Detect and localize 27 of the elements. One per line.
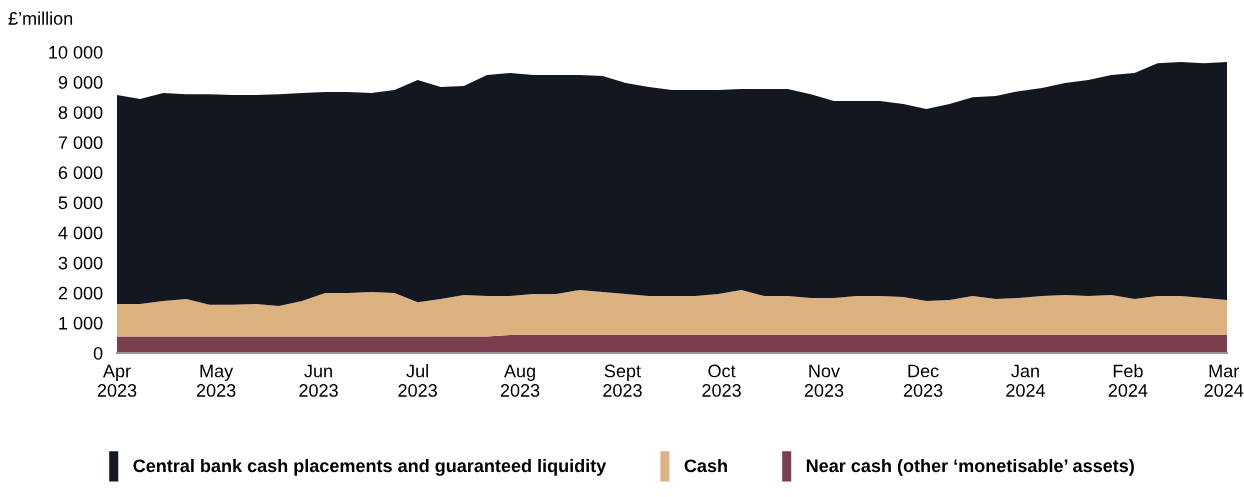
x-tick-label: Jan 2024 xyxy=(1006,364,1046,397)
x-tick-label: Nov 2023 xyxy=(804,364,844,397)
x-tick-label: Oct 2023 xyxy=(702,364,741,397)
y-tick-label: 6 000 xyxy=(58,166,103,180)
y-tick-label: 1 000 xyxy=(59,316,103,330)
y-tick-label: 7 000 xyxy=(58,136,103,150)
x-tick-label: Feb 2024 xyxy=(1108,364,1148,397)
x-tick-label: May 2023 xyxy=(196,364,236,397)
y-tick-label: 4 000 xyxy=(58,226,103,240)
y-tick-label: 8 000 xyxy=(58,106,103,119)
y-tick-label: 9 000 xyxy=(58,76,103,89)
y-axis-title: £’million xyxy=(8,11,73,25)
y-tick-label: 0 xyxy=(93,346,103,360)
legend-label: Cash xyxy=(684,458,727,473)
legend-label: Central bank cash placements and guaranteed liquidity xyxy=(133,458,607,476)
y-tick-label: 5 000 xyxy=(58,196,103,210)
legend-label: Near cash (other ‘monetisable’ assets) xyxy=(806,458,1134,476)
x-tick-label: Sept 2023 xyxy=(603,364,642,397)
x-tick-label: Dec 2023 xyxy=(903,364,943,397)
x-tick-label: Jul 2023 xyxy=(398,364,437,397)
x-tick-label: Jun 2023 xyxy=(299,364,338,397)
x-tick-label: Mar 2024 xyxy=(1204,364,1244,397)
x-tick-label: Apr 2023 xyxy=(97,364,137,397)
y-tick-label: 2 000 xyxy=(58,286,103,300)
x-tick-label: Aug 2023 xyxy=(500,364,540,397)
y-tick-label: 10 000 xyxy=(49,45,103,59)
y-tick-label: 3 000 xyxy=(58,256,103,270)
